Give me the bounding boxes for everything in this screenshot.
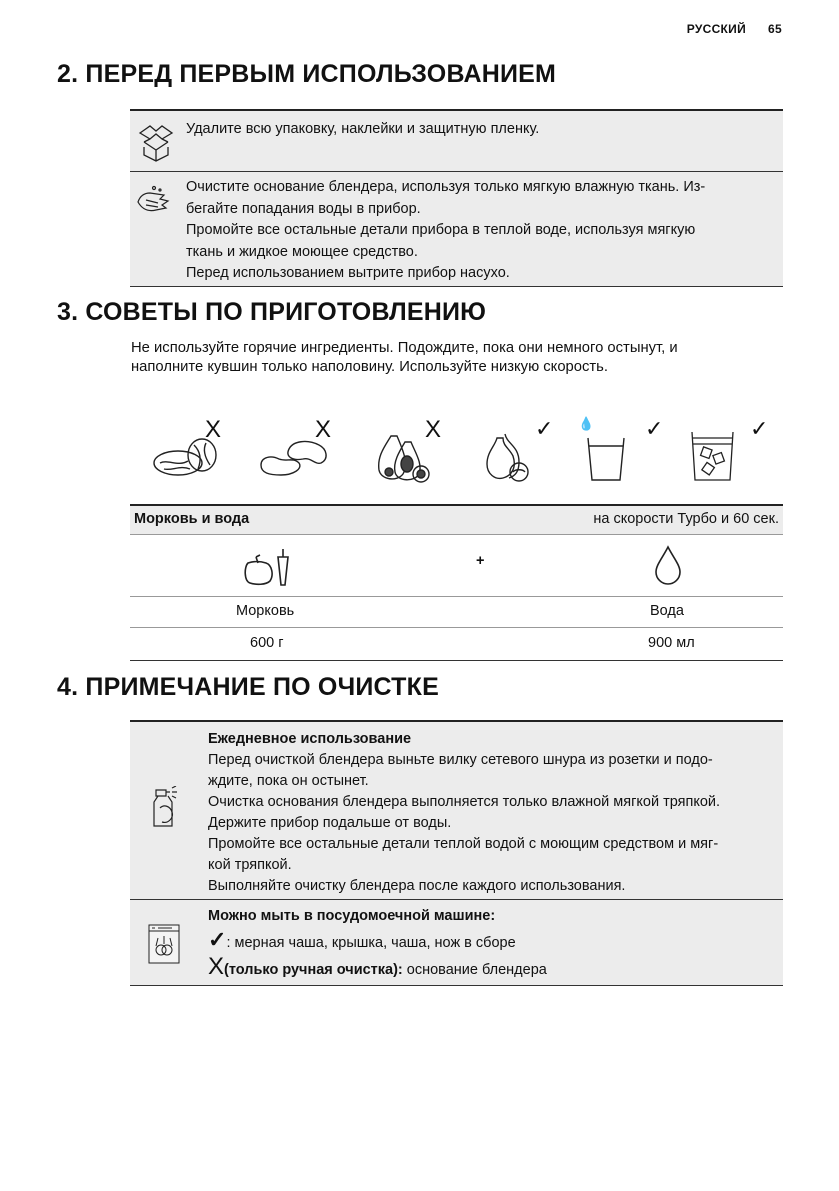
clean-row: Очистите основание блендера, используя т… xyxy=(130,172,783,287)
nuts-icon xyxy=(153,438,217,476)
ingredient-amounts-row: 600 г 900 мл xyxy=(130,628,783,661)
package-icon xyxy=(138,125,174,162)
recipe-speed: на скорости Турбо и 60 сек. xyxy=(593,511,779,527)
recipe-header: Морковь и вода на скорости Турбо и 60 се… xyxy=(130,506,783,535)
ingredient-amount: 900 мл xyxy=(648,635,695,651)
allowed-mark: ✓ xyxy=(645,416,664,441)
avocado-icon xyxy=(377,435,430,483)
section-2-title: 2. ПЕРЕД ПЕРВЫМ ИСПОЛЬЗОВАНИЕМ xyxy=(57,60,557,88)
not-allowed-mark: X xyxy=(208,953,225,980)
beans-icon xyxy=(260,440,327,476)
before-first-use-box: Удалите всю упаковку, наклейки и защитну… xyxy=(130,109,783,287)
language-label: РУССКИЙ xyxy=(686,22,747,36)
ice-glass-icon xyxy=(691,431,734,481)
recipe-icons-row: + xyxy=(130,535,783,597)
dishwasher-icon xyxy=(148,924,180,964)
tips-intro: Не используйте горячие ингредиенты. Подо… xyxy=(131,340,678,375)
page-header: РУССКИЙ 65 xyxy=(687,22,782,36)
recipe-title: Морковь и вода xyxy=(134,511,250,527)
allowed-mark: ✓ xyxy=(208,927,227,952)
not-allowed-mark: X xyxy=(205,416,222,443)
row-text: Ежедневное использование Перед очисткой … xyxy=(208,731,721,894)
spray-cloth-icon xyxy=(153,786,177,827)
ingredient-tips: X X X ✓ 💧 ✓ ✓ xyxy=(130,416,783,490)
daily-cleaning-row: Ежедневное использование Перед очисткой … xyxy=(130,722,783,900)
ingredient-amount: 600 г xyxy=(250,635,284,651)
allowed-mark: ✓ xyxy=(535,416,554,441)
ingredient-names-row: Морковь Вода xyxy=(130,597,783,628)
page-number: 65 xyxy=(768,22,782,36)
row-text: Можно мыть в посудомоечной машине: ✓: ме… xyxy=(208,908,547,980)
row-text: Очистите основание блендера, используя т… xyxy=(186,179,706,281)
allowed-mark: ✓ xyxy=(750,416,769,441)
liquid-glass-icon xyxy=(587,437,625,481)
unpack-row: Удалите всю упаковку, наклейки и защитну… xyxy=(130,111,783,172)
hand-wipe-icon xyxy=(137,185,170,212)
cleaning-box: Ежедневное использование Перед очисткой … xyxy=(130,720,783,986)
section-4-title: 4. ПРИМЕЧАНИЕ ПО ОЧИСТКЕ xyxy=(57,673,439,701)
not-allowed-mark: X xyxy=(425,416,442,443)
drops-icon: 💧 xyxy=(578,416,601,431)
dishwasher-row: Можно мыть в посудомоечной машине: ✓: ме… xyxy=(130,900,783,986)
recipe-table: Морковь и вода на скорости Турбо и 60 се… xyxy=(130,504,783,661)
pear-icon xyxy=(486,433,529,482)
water-drop-icon xyxy=(655,545,681,585)
ingredient-name: Морковь xyxy=(236,603,295,619)
not-allowed-mark: X xyxy=(315,416,332,443)
plus-sign: + xyxy=(476,553,485,569)
section-3-title: 3. СОВЕТЫ ПО ПРИГОТОВЛЕНИЮ xyxy=(57,298,487,326)
carrot-pepper-icon xyxy=(244,549,289,586)
ingredient-name: Вода xyxy=(650,603,684,619)
row-text: Удалите всю упаковку, наклейки и защитну… xyxy=(186,121,540,137)
